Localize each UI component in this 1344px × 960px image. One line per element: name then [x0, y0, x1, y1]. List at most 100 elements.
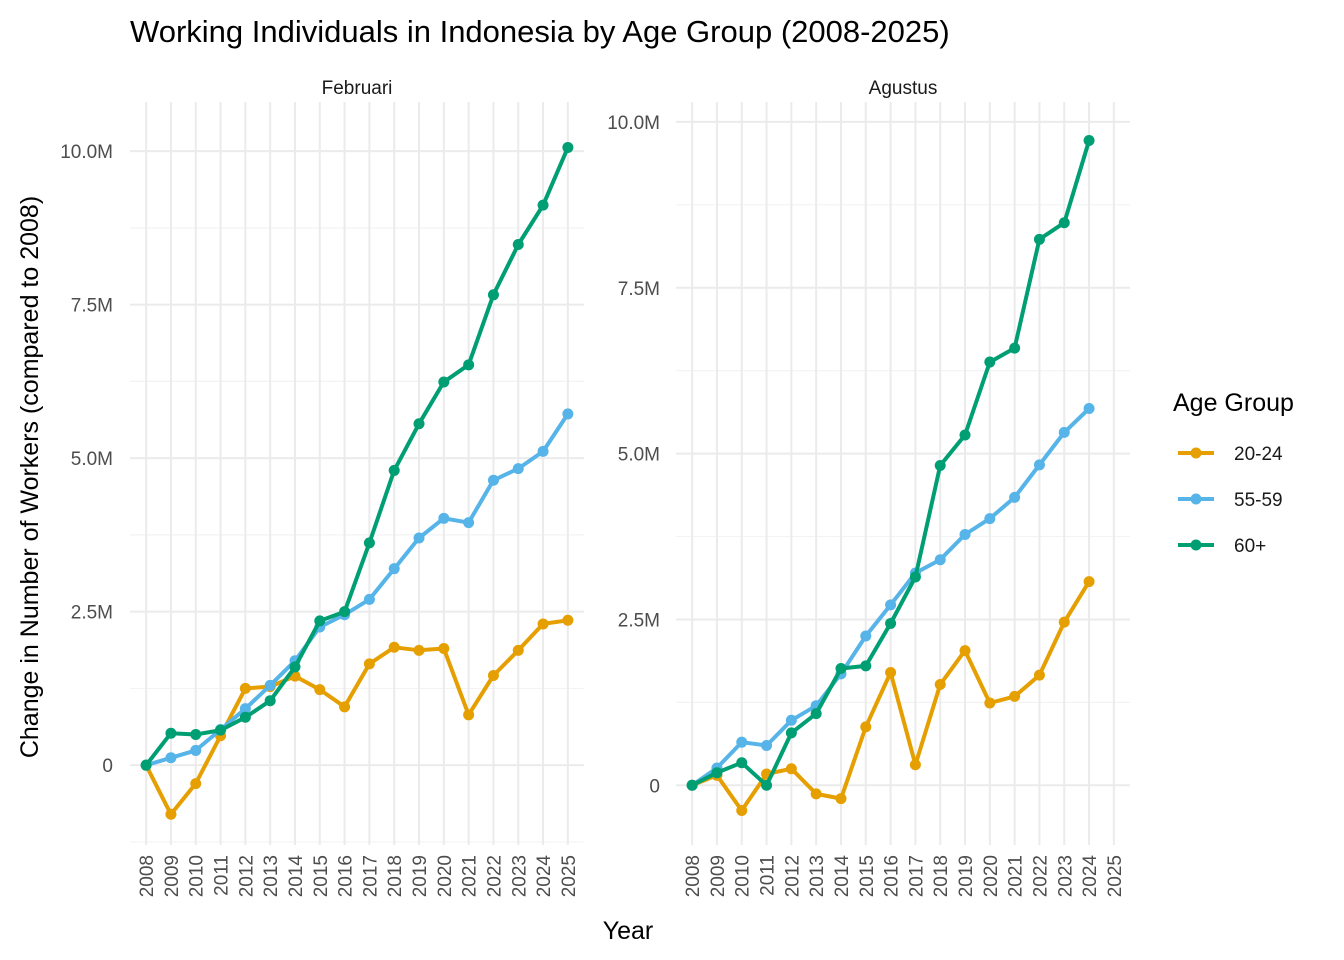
data-point-60+: [165, 727, 177, 739]
x-tick-label: 2012: [782, 855, 803, 897]
data-point-20-24: [934, 678, 946, 690]
data-point-20-24: [339, 701, 351, 713]
data-point-60+: [1009, 342, 1021, 354]
chart-title: Working Individuals in Indonesia by Age …: [130, 14, 950, 49]
data-point-60+: [215, 724, 227, 736]
data-point-60+: [711, 767, 723, 779]
legend-label: 55-59: [1234, 490, 1283, 511]
data-point-20-24: [1058, 616, 1070, 628]
facet-label: Februari: [322, 78, 393, 99]
data-point-55-59: [438, 512, 450, 524]
y-tick-label: 2.5M: [618, 610, 660, 631]
data-point-20-24: [810, 788, 822, 800]
data-point-55-59: [1058, 426, 1070, 438]
data-point-55-59: [1083, 402, 1095, 414]
data-point-55-59: [885, 599, 897, 611]
x-tick-label: 2013: [807, 855, 828, 897]
series-line-55-59: [144, 411, 570, 768]
data-point-60+: [512, 238, 524, 250]
data-point-55-59: [785, 714, 797, 726]
legend-title: Age Group: [1173, 389, 1294, 417]
data-point-60+: [909, 571, 921, 583]
series-line-60+: [144, 145, 570, 768]
x-tick-label: 2015: [857, 855, 878, 897]
data-point-60+: [860, 660, 872, 672]
x-tick-label: 2014: [286, 855, 307, 898]
x-tick-label: 2019: [410, 855, 431, 897]
data-point-55-59: [562, 408, 574, 420]
data-point-55-59: [512, 463, 524, 475]
x-tick-label: 2008: [137, 855, 158, 897]
legend-item-60+: 60+: [1178, 536, 1266, 557]
data-point-60+: [537, 199, 549, 211]
data-point-60+: [1033, 233, 1045, 245]
data-point-55-59: [190, 744, 202, 756]
x-tick-label: 2010: [187, 855, 208, 897]
x-tick-label: 2008: [683, 855, 704, 897]
data-point-20-24: [785, 763, 797, 775]
legend-item-20-24: 20-24: [1178, 444, 1283, 465]
data-point-20-24: [736, 805, 748, 817]
data-point-20-24: [909, 759, 921, 771]
data-point-60+: [314, 615, 326, 627]
data-point-20-24: [487, 670, 499, 682]
legend-key-point: [1190, 447, 1202, 459]
data-point-55-59: [264, 679, 276, 691]
data-point-55-59: [984, 513, 996, 525]
data-point-60+: [289, 661, 301, 673]
data-point-55-59: [463, 517, 475, 529]
legend: Age Group 20-24 55-59 60+: [1173, 389, 1294, 557]
x-tick-label: 2022: [1030, 855, 1051, 897]
data-point-20-24: [438, 643, 450, 655]
data-point-60+: [487, 289, 499, 301]
series-line-20-24: [144, 618, 570, 817]
data-point-55-59: [959, 529, 971, 541]
data-point-60+: [438, 376, 450, 388]
data-point-60+: [1083, 134, 1095, 146]
data-point-60+: [686, 779, 698, 791]
data-point-20-24: [1033, 669, 1045, 681]
data-point-55-59: [736, 736, 748, 748]
legend-key-point: [1190, 493, 1202, 505]
data-point-60+: [885, 617, 897, 629]
x-tick-label: 2019: [956, 855, 977, 897]
data-point-60+: [363, 537, 375, 549]
data-point-20-24: [562, 614, 574, 626]
data-point-60+: [264, 695, 276, 707]
data-point-55-59: [413, 532, 425, 544]
data-point-20-24: [314, 684, 326, 696]
y-tick-label: 7.5M: [71, 296, 113, 317]
x-tick-label: 2025: [1105, 855, 1126, 897]
data-point-55-59: [1009, 491, 1021, 503]
data-point-60+: [835, 663, 847, 675]
y-tick-label: 7.5M: [618, 279, 660, 300]
y-tick-label: 2.5M: [71, 603, 113, 624]
x-tick-label: 2018: [385, 855, 406, 897]
x-tick-label: 2016: [336, 855, 357, 897]
data-point-60+: [761, 779, 773, 791]
data-point-20-24: [463, 709, 475, 721]
data-point-60+: [140, 759, 152, 771]
data-point-60+: [388, 464, 400, 476]
x-tick-label: 2013: [261, 855, 282, 897]
x-tick-label: 2017: [360, 855, 381, 897]
data-point-20-24: [1083, 576, 1095, 588]
data-point-20-24: [537, 618, 549, 630]
x-tick-label: 2024: [534, 855, 555, 898]
data-point-60+: [736, 757, 748, 769]
x-tick-label: 2012: [236, 855, 257, 897]
data-point-20-24: [413, 644, 425, 656]
data-point-55-59: [487, 474, 499, 486]
data-point-20-24: [190, 778, 202, 790]
data-point-60+: [413, 418, 425, 430]
data-point-20-24: [984, 697, 996, 709]
data-point-20-24: [165, 808, 177, 820]
x-tick-label: 2009: [708, 855, 729, 897]
facet-label: Agustus: [869, 78, 938, 99]
legend-label: 20-24: [1234, 444, 1283, 465]
data-point-20-24: [959, 645, 971, 657]
data-point-20-24: [835, 793, 847, 805]
data-point-55-59: [239, 703, 251, 715]
